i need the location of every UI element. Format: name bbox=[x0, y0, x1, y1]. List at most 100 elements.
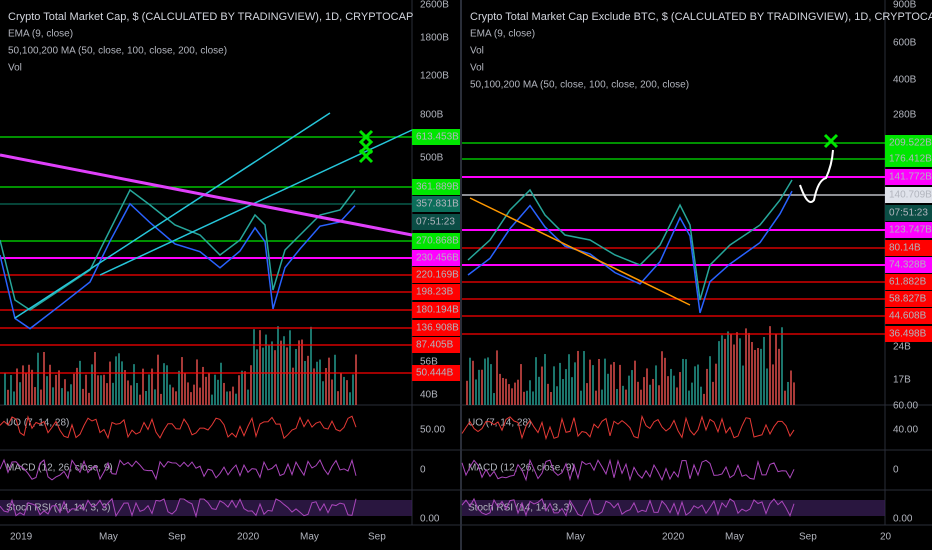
time-label: 2020 bbox=[237, 532, 260, 543]
volume-bar bbox=[670, 368, 672, 405]
volume-bar bbox=[664, 357, 666, 405]
volume-bar bbox=[661, 351, 663, 405]
price-tag: 61.882B bbox=[889, 277, 927, 288]
volume-bar bbox=[493, 393, 495, 405]
volume-bar bbox=[70, 384, 72, 405]
volume-bar bbox=[760, 348, 762, 405]
x-marker bbox=[358, 148, 374, 164]
axis-label: 600B bbox=[893, 38, 917, 49]
volume-bar bbox=[556, 386, 558, 405]
volume-bar bbox=[733, 344, 735, 405]
volume-bar bbox=[505, 378, 507, 405]
volume-bar bbox=[565, 369, 567, 405]
indicator-line bbox=[461, 497, 795, 518]
volume-bar bbox=[517, 379, 519, 405]
volume-bar bbox=[61, 388, 63, 405]
time-label: Sep bbox=[799, 532, 817, 543]
indicator-name: UO (7, 14, 28) bbox=[468, 418, 531, 429]
volume-bar bbox=[250, 365, 252, 405]
volume-bar bbox=[754, 349, 756, 405]
price-tag: 361.889B bbox=[416, 182, 459, 193]
price-tag-bg bbox=[412, 214, 460, 230]
volume-bar bbox=[604, 358, 606, 405]
study-label: 50,100,200 MA (50, close, 100, close, 20… bbox=[470, 80, 689, 91]
volume-bar bbox=[742, 365, 744, 405]
volume-bar bbox=[76, 367, 78, 405]
price-tag-bg bbox=[885, 274, 932, 290]
price-tag: 50.444B bbox=[416, 368, 454, 379]
volume-bar bbox=[694, 366, 696, 405]
volume-bar bbox=[484, 358, 486, 405]
volume-bar bbox=[514, 382, 516, 405]
volume-bar bbox=[646, 368, 648, 405]
price-tag: 230.456B bbox=[416, 253, 459, 264]
volume-bar bbox=[145, 390, 147, 405]
indicator-level: 50.00 bbox=[420, 425, 445, 436]
volume-bar bbox=[79, 360, 81, 405]
trend-line bbox=[14, 112, 331, 319]
volume-bar bbox=[106, 383, 108, 405]
volume-bar bbox=[511, 388, 513, 405]
volume-bar bbox=[712, 381, 714, 405]
volume-bar bbox=[202, 366, 204, 405]
volume-bar bbox=[163, 363, 165, 405]
trend-line bbox=[469, 197, 691, 306]
indicator-level: 60.00 bbox=[893, 401, 918, 412]
study-label: Vol bbox=[8, 63, 22, 74]
volume-bar bbox=[667, 376, 669, 405]
volume-bar bbox=[736, 332, 738, 405]
volume-bar bbox=[40, 389, 42, 405]
volume-bar bbox=[193, 384, 195, 405]
price-tag-bg bbox=[412, 250, 460, 266]
volume-bar bbox=[205, 376, 207, 405]
volume-bar bbox=[601, 389, 603, 405]
indicator-level: 0 bbox=[420, 465, 426, 476]
volume-bar bbox=[559, 362, 561, 405]
axis-label: 280B bbox=[893, 110, 917, 121]
indicator-level: 0 bbox=[893, 465, 899, 476]
trend-line bbox=[99, 129, 413, 276]
volume-bar bbox=[289, 330, 291, 405]
volume-bar bbox=[115, 356, 117, 405]
indicator-line bbox=[461, 414, 795, 441]
volume-bar bbox=[46, 376, 48, 405]
volume-bar bbox=[307, 355, 309, 405]
volume-bar bbox=[649, 384, 651, 405]
volume-bar bbox=[643, 377, 645, 405]
volume-bar bbox=[124, 370, 126, 405]
volume-bar bbox=[655, 365, 657, 405]
volume-bar bbox=[787, 381, 789, 405]
volume-bar bbox=[136, 382, 138, 405]
indicator-level: 40.00 bbox=[893, 425, 918, 436]
volume-bar bbox=[274, 350, 276, 405]
volume-bar bbox=[127, 380, 129, 405]
price-tag: 357.831B bbox=[416, 199, 459, 210]
volume-bar bbox=[523, 391, 525, 405]
volume-bar bbox=[619, 364, 621, 405]
volume-bar bbox=[151, 368, 153, 405]
price-tag-bg bbox=[885, 135, 932, 151]
volume-bar bbox=[340, 373, 342, 405]
price-tag-bg bbox=[412, 284, 460, 300]
volume-bar bbox=[16, 368, 18, 405]
indicator-line bbox=[0, 458, 357, 481]
study-label: Vol bbox=[470, 63, 484, 74]
time-label: May bbox=[725, 532, 744, 543]
volume-bar bbox=[22, 365, 24, 405]
volume-bar bbox=[352, 374, 354, 405]
volume-bar bbox=[91, 364, 93, 405]
volume-bar bbox=[85, 374, 87, 405]
volume-bar bbox=[112, 382, 114, 405]
volume-bar bbox=[13, 391, 15, 405]
volume-bar bbox=[685, 359, 687, 405]
volume-bar bbox=[37, 352, 39, 405]
volume-bar bbox=[355, 354, 357, 405]
volume-bar bbox=[724, 338, 726, 405]
volume-bar bbox=[466, 380, 468, 405]
volume-bar bbox=[286, 347, 288, 405]
volume-bar bbox=[142, 368, 144, 405]
price-tag-bg bbox=[412, 179, 460, 195]
indicator-name: MACD (12, 26, close, 9) bbox=[468, 463, 575, 474]
volume-bar bbox=[97, 375, 99, 405]
x-marker bbox=[823, 133, 839, 149]
